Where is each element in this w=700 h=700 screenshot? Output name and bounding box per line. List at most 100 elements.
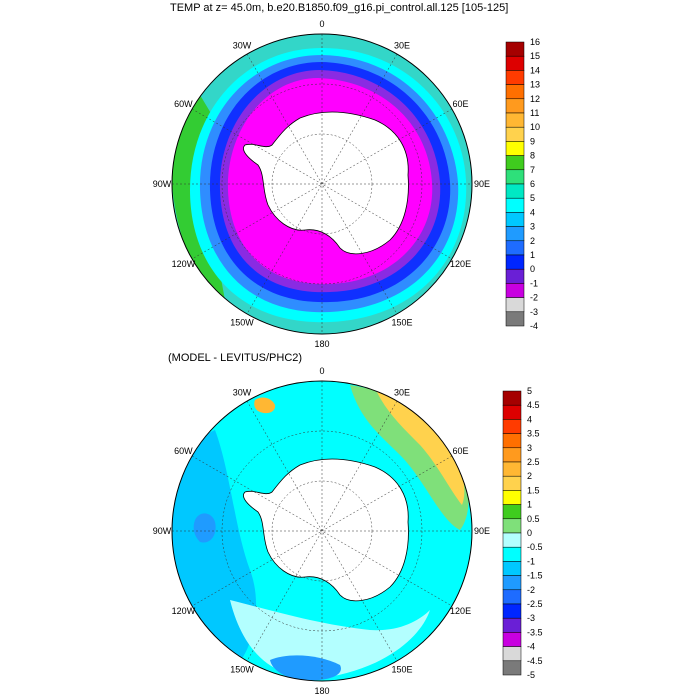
bottom-colorbar-swatch [502, 632, 522, 647]
top-colorbar-label: 10 [530, 122, 540, 132]
top-colorbar-swatch [505, 268, 525, 284]
bottom-colorbar-swatch [502, 404, 522, 420]
bottom-colorbar-label: 0.5 [527, 514, 540, 524]
bottom-colorbar-swatch [502, 447, 522, 463]
top-colorbar-swatch [505, 212, 525, 227]
top-colorbar-swatch [505, 283, 525, 298]
top-colorbar-label: 11 [530, 108, 539, 118]
top-colorbar-swatch [505, 197, 525, 213]
bottom-colorbar-label: 1.5 [527, 485, 540, 495]
top-longitude-label: 90W [153, 179, 172, 189]
bottom-colorbar-label: 2 [527, 471, 532, 481]
bottom-colorbar-label: 1 [527, 500, 532, 510]
top-colorbar-label: 8 [530, 151, 535, 161]
top-colorbar-swatch [505, 70, 525, 85]
top-colorbar-label: 9 [530, 136, 535, 146]
bottom-polar-map [172, 381, 472, 681]
top-map-border [171, 33, 473, 335]
bottom-longitude-label: 30E [394, 387, 410, 397]
bottom-colorbar-label: -2 [527, 585, 535, 595]
top-colorbar-swatch [505, 126, 525, 142]
top-colorbar-label: 4 [530, 207, 535, 217]
top-colorbar-label: -2 [530, 293, 538, 303]
top-colorbar-label: 14 [530, 65, 540, 75]
top-colorbar-swatch [505, 112, 525, 128]
top-colorbar-label: 1 [530, 250, 535, 260]
top-colorbar-label: 13 [530, 80, 540, 90]
bottom-colorbar-swatch [502, 419, 522, 434]
top-colorbar-swatch [505, 226, 525, 242]
top-colorbar-swatch [505, 155, 525, 171]
bottom-colorbar-label: -2.5 [527, 599, 543, 609]
bottom-longitude-label: 60W [174, 446, 193, 456]
bottom-colorbar-label: 5 [527, 386, 532, 396]
bottom-longitude-labels: 0 30E 60E 90E 120E 150E 180 150W 120W 90W 60W 30W [153, 366, 490, 696]
top-colorbar-swatch [505, 254, 525, 270]
bottom-colorbar-swatch [502, 603, 522, 619]
bottom-colorbar-swatch [502, 504, 522, 520]
top-colorbar-swatch [505, 169, 525, 185]
bottom-longitude-label: 150E [391, 665, 412, 675]
top-colorbar-label: 16 [530, 37, 540, 47]
bottom-graticule [172, 381, 472, 681]
bottom-colorbar-swatch [502, 575, 522, 591]
top-colorbar-label: 7 [530, 165, 535, 175]
top-colorbar-label: 2 [530, 236, 535, 246]
top-longitude-label: 90E [474, 179, 490, 189]
top-colorbar-label: -4 [530, 321, 538, 331]
bottom-orange-patch [254, 397, 276, 414]
bottom-blue-south [270, 655, 341, 681]
top-longitude-label: 30W [233, 40, 252, 50]
bottom-colorbar-swatch [502, 646, 522, 662]
top-longitude-label: 60E [453, 99, 469, 109]
bottom-longitude-label: 60E [453, 446, 469, 456]
top-longitude-label: 30E [394, 40, 410, 50]
bottom-colorbar-swatch [502, 532, 522, 548]
top-map-title: TEMP at z= 45.0m, b.e20.B1850.f09_g16.pi… [170, 2, 509, 14]
top-colorbar-swatch [505, 55, 525, 71]
bottom-colorbar-label: -1 [527, 556, 535, 566]
top-longitude-label: 120W [172, 259, 196, 269]
top-longitude-labels: 0 30E 60E 90E 120E 150E 180 150W 120W 90W 60W 30W [153, 19, 490, 349]
top-colorbar-label: 6 [530, 179, 535, 189]
top-colorbar-label: -1 [530, 278, 538, 288]
bottom-colorbar-label: 4.5 [527, 400, 540, 410]
bottom-longitude-label: 30W [233, 387, 252, 397]
bottom-colorbar-swatch [502, 490, 522, 505]
bottom-colorbar-label: 2.5 [527, 457, 540, 467]
top-longitude-label: 120E [450, 259, 471, 269]
bottom-map-title: (MODEL - LEVITUS/PHC2) [168, 352, 303, 364]
top-colorbar-swatch [505, 311, 525, 327]
bottom-colorbar-swatch [502, 546, 522, 562]
bottom-colorbar-swatch [502, 390, 522, 406]
top-longitude-label: 180 [314, 339, 329, 349]
bottom-longitude-label: 120W [172, 606, 196, 616]
bottom-colorbar-label: -3 [527, 613, 535, 623]
bottom-colorbar-label: -5 [527, 670, 535, 680]
bottom-longitude-label: 90E [474, 526, 490, 536]
top-colorbar-swatch [505, 98, 525, 114]
top-longitude-label: 150E [391, 318, 412, 328]
top-colorbar-label: 12 [530, 94, 540, 104]
bottom-colorbar-label: 0 [527, 528, 532, 538]
bottom-colorbar-swatch [502, 461, 522, 477]
top-colorbar-label: 3 [530, 222, 535, 232]
bottom-colorbar-label: -4.5 [527, 656, 543, 666]
top-colorbar-label: 5 [530, 193, 535, 203]
top-colorbar-swatch [505, 183, 525, 199]
top-colorbar-swatch [505, 141, 525, 156]
top-colorbar-swatch [505, 41, 525, 57]
bottom-colorbar-swatch [502, 518, 522, 534]
bottom-midblue-patch [193, 513, 216, 543]
bottom-colorbar-label: 3.5 [527, 429, 540, 439]
bottom-colorbar-swatch [502, 561, 522, 576]
top-colorbar-label: -3 [530, 307, 538, 317]
top-colorbar-swatch [505, 240, 525, 256]
bottom-colorbar-label: -4 [527, 642, 535, 652]
top-colorbar-label: 15 [530, 51, 540, 61]
top-longitude-label: 0 [319, 19, 324, 29]
bottom-colorbar-swatch [502, 433, 522, 449]
bottom-colorbar-label: -3.5 [527, 627, 543, 637]
